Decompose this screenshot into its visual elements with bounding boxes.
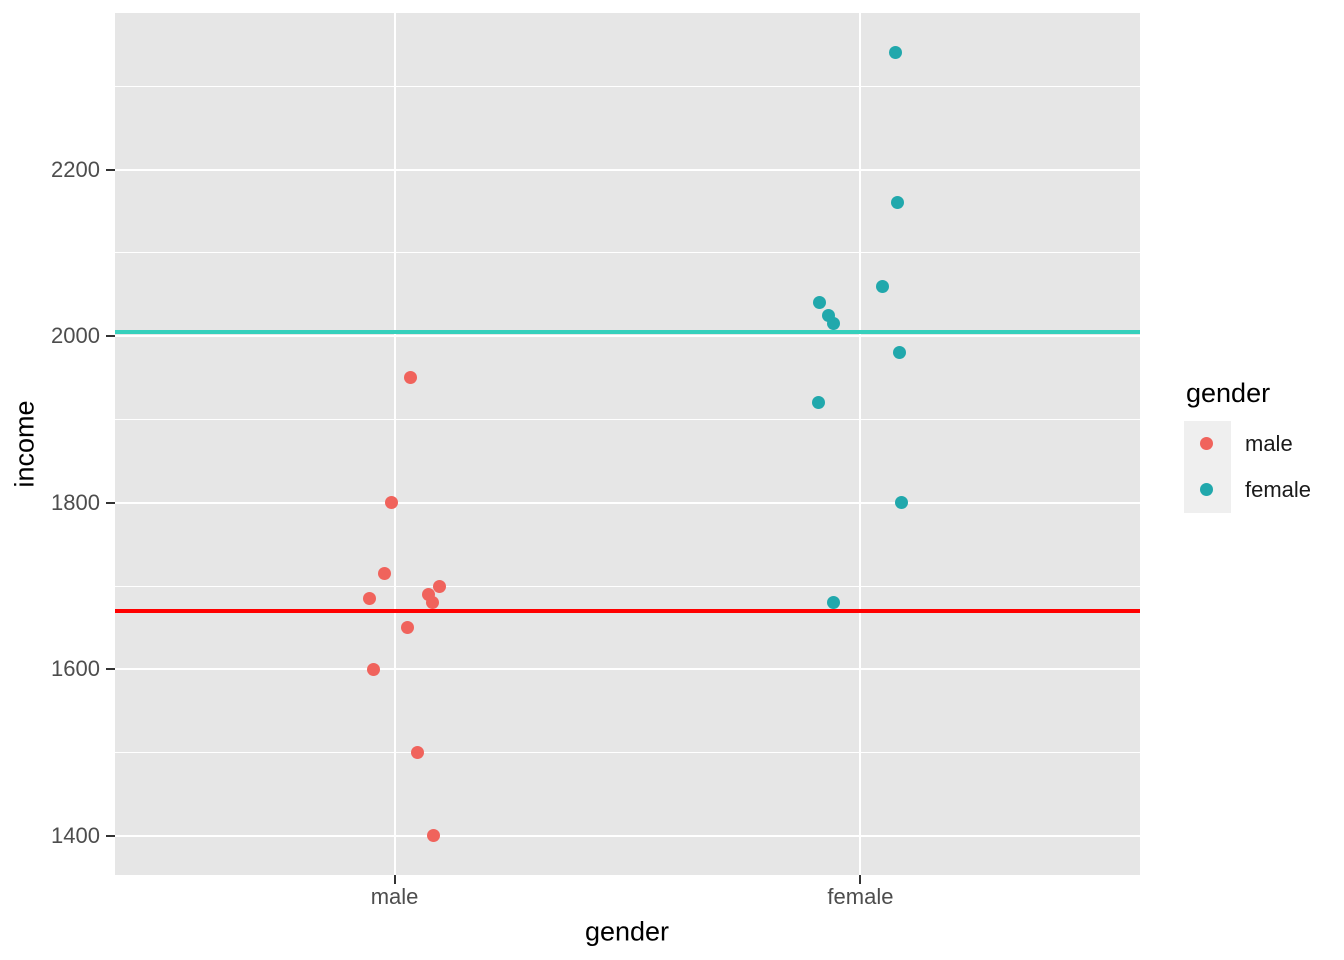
category-gridline-male	[393, 13, 396, 875]
major-gridline	[115, 834, 1140, 837]
y-tick-label: 1800	[51, 489, 100, 515]
category-gridline-female	[859, 13, 862, 875]
x-tick-label-female: female	[827, 884, 894, 909]
y-tick-mark	[106, 501, 115, 504]
y-tick-mark	[106, 168, 115, 171]
data-point-female	[826, 317, 840, 331]
data-point-male	[404, 371, 418, 385]
data-point-female	[892, 346, 906, 360]
data-point-female	[875, 279, 889, 293]
female-point-icon	[1200, 483, 1213, 496]
major-gridline	[115, 168, 1140, 171]
major-gridline	[115, 668, 1140, 671]
data-point-male	[378, 567, 392, 580]
data-point-male	[385, 496, 399, 510]
data-point-male	[426, 596, 440, 610]
legend-key-box	[1184, 467, 1231, 513]
major-gridline	[115, 335, 1140, 338]
y-axis-title: income	[9, 400, 40, 488]
y-tick-label: 2200	[51, 156, 100, 182]
minor-gridline	[115, 418, 1140, 420]
data-point-male	[363, 591, 377, 605]
male-point-icon	[1200, 437, 1213, 450]
data-point-male	[367, 662, 381, 676]
reference-line-teal	[115, 329, 1140, 334]
legend-title: gender	[1186, 378, 1271, 408]
data-point-male	[427, 829, 441, 843]
minor-gridline	[115, 752, 1140, 754]
data-point-female	[890, 196, 904, 210]
y-tick-label: 1600	[51, 656, 100, 682]
data-point-female	[894, 496, 908, 510]
legend-keys: male female	[1184, 421, 1344, 513]
x-tick-label-male: male	[370, 884, 419, 909]
legend-entry-female: female	[1184, 467, 1344, 513]
y-tick-mark	[106, 834, 115, 837]
data-point-female	[888, 46, 902, 60]
legend: gender male female	[1184, 378, 1344, 513]
legend-key-box	[1184, 421, 1231, 467]
y-tick-mark	[106, 668, 115, 671]
legend-entry-male: male	[1184, 421, 1344, 467]
minor-gridline	[115, 252, 1140, 254]
y-tick-label: 2000	[51, 323, 100, 349]
data-point-female	[812, 296, 826, 310]
y-tick-label: 1400	[51, 822, 100, 848]
data-point-male	[411, 746, 425, 760]
legend-label-female: female	[1245, 477, 1312, 502]
x-tick-mark	[859, 875, 862, 884]
reference-line-red	[115, 608, 1140, 613]
x-axis-title: gender	[584, 916, 670, 947]
legend-label-male: male	[1245, 431, 1293, 456]
y-tick-mark	[106, 335, 115, 338]
major-gridline	[115, 501, 1140, 504]
plot-panel	[115, 13, 1140, 875]
minor-gridline	[115, 585, 1140, 587]
data-point-male	[433, 579, 447, 593]
data-point-female	[826, 596, 840, 610]
x-tick-mark	[393, 875, 396, 884]
minor-gridline	[115, 85, 1140, 87]
data-point-male	[401, 621, 415, 635]
data-point-female	[811, 396, 825, 410]
